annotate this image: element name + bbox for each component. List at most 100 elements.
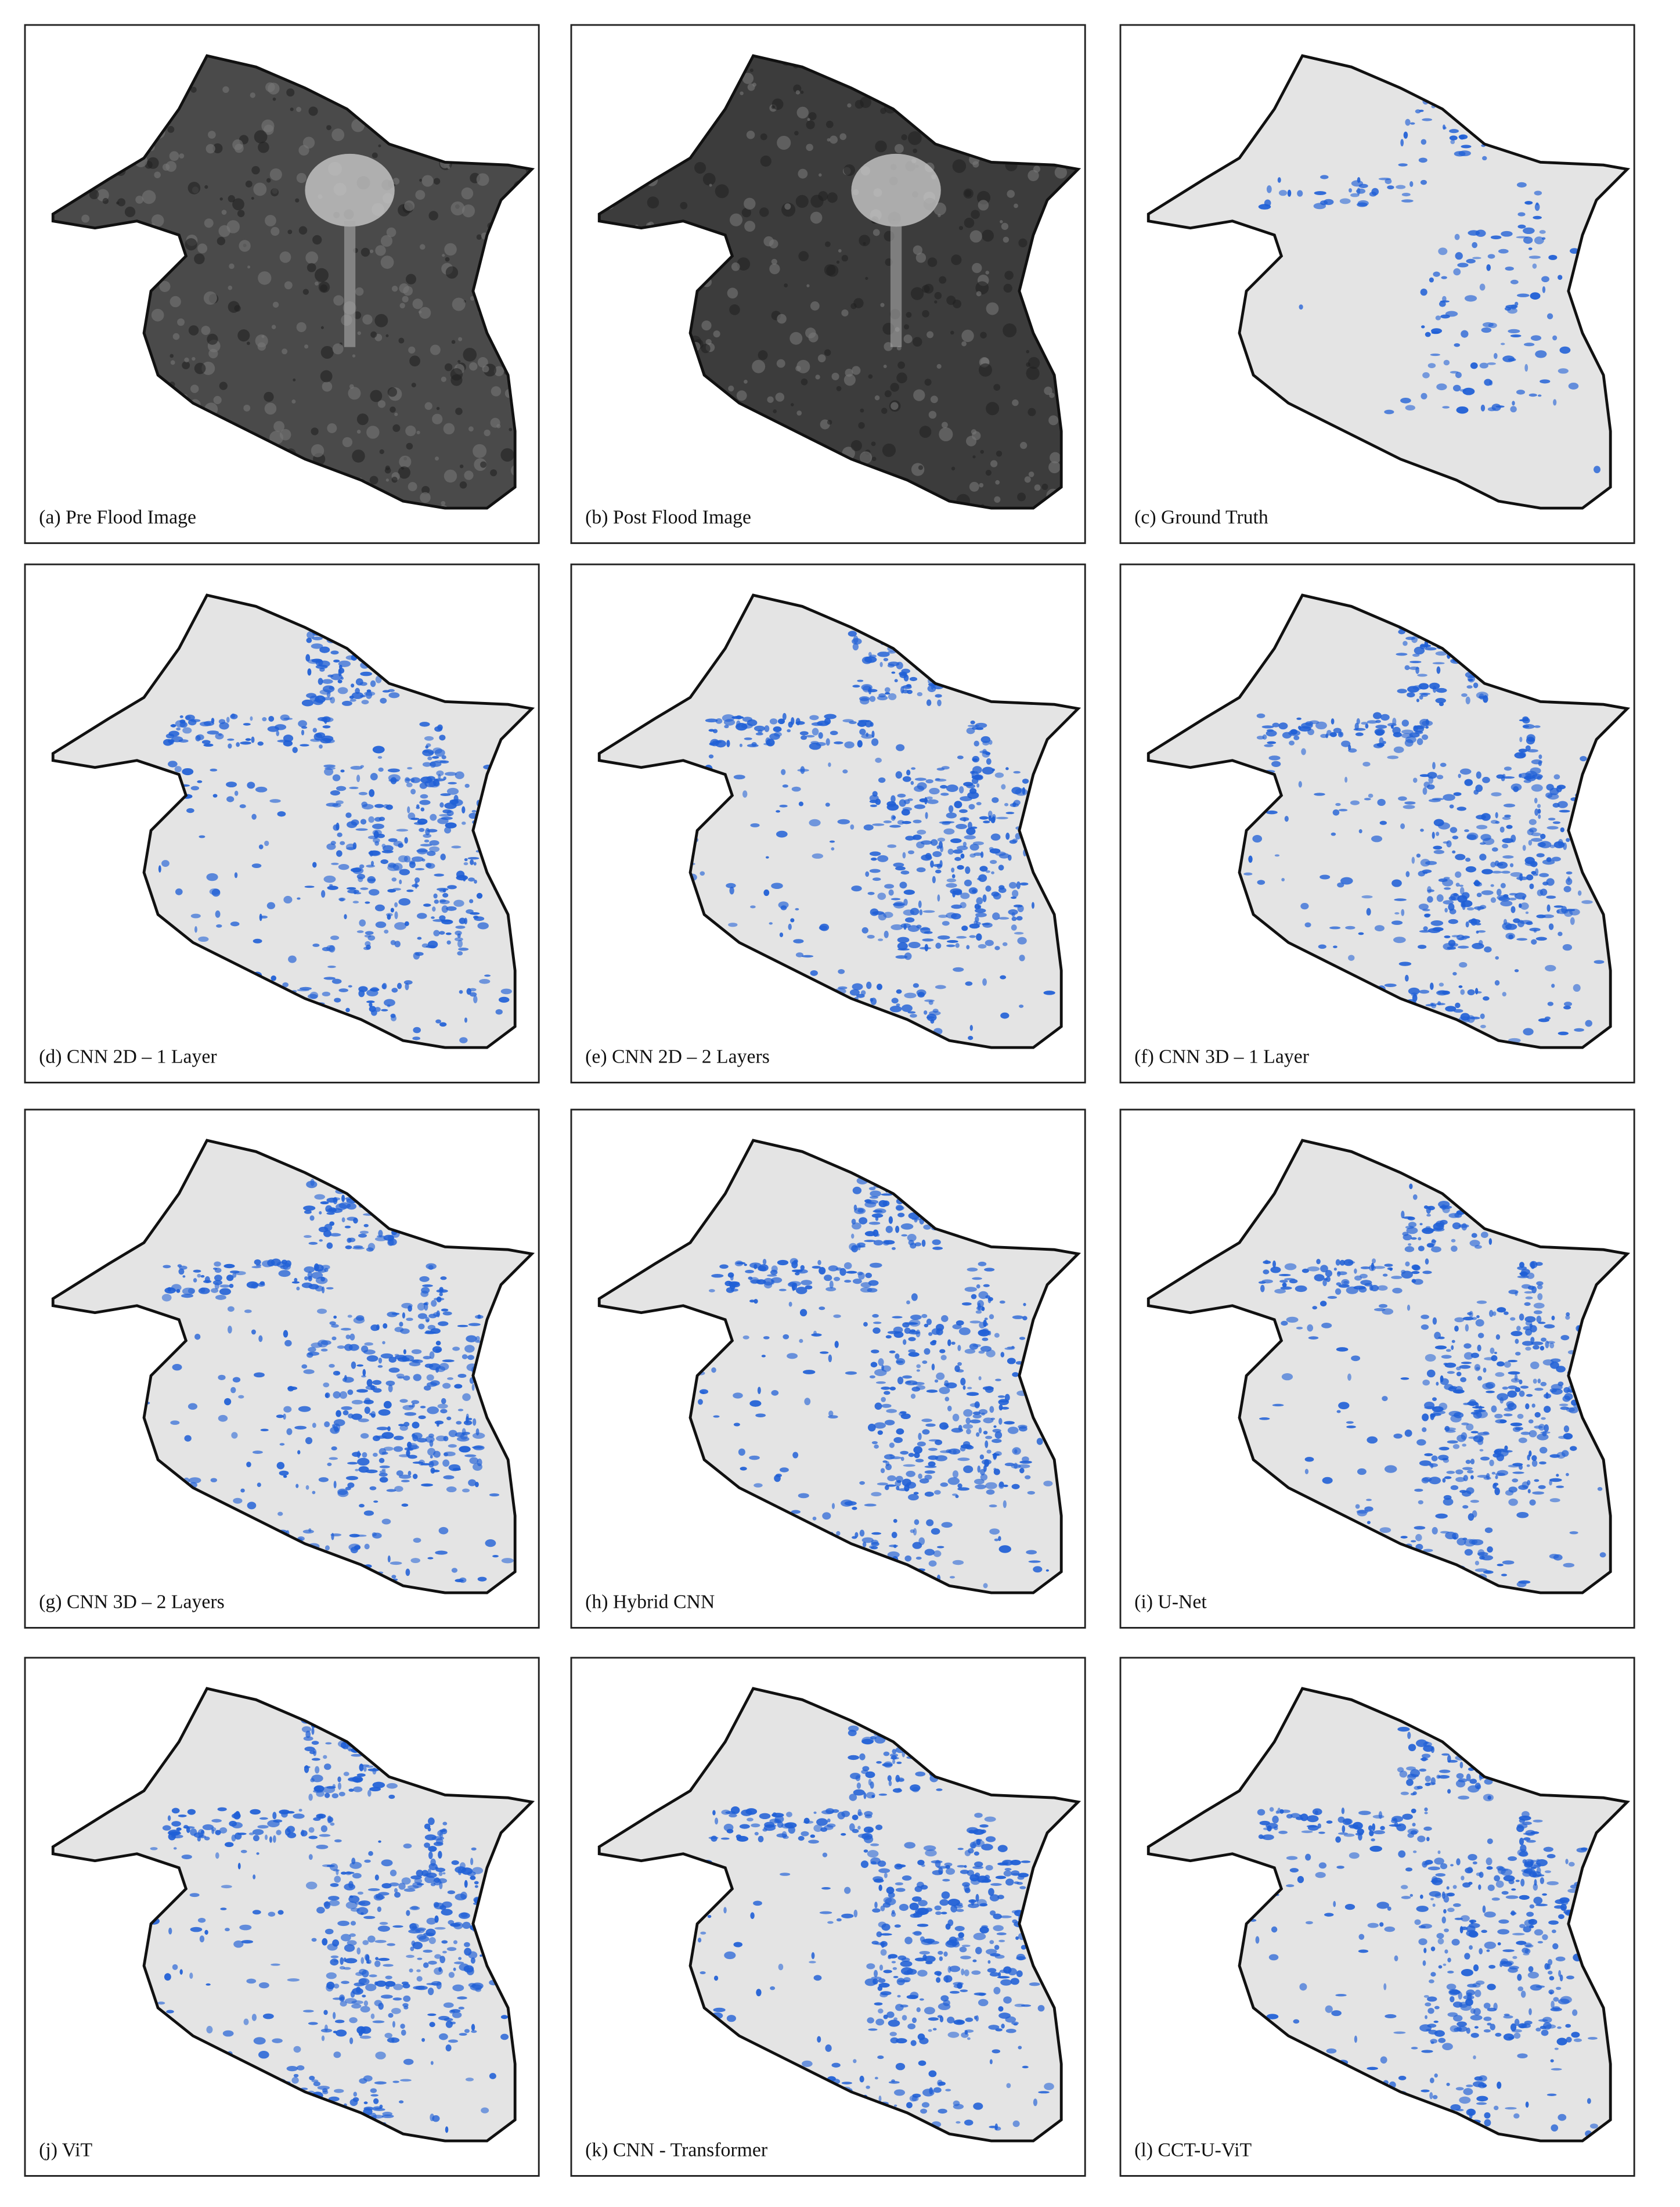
flood-spot [966,945,970,950]
flood-spot [766,739,775,747]
flood-spot [958,786,964,794]
flood-spot [791,717,795,725]
texture [874,395,880,401]
flood-spot [1523,236,1533,244]
flood-spot [864,1240,876,1243]
flood-spot [1373,1266,1386,1269]
flood-spot [442,1359,455,1363]
flood-spot [719,1264,729,1269]
flood-spot [1566,871,1573,875]
flood-spot [947,848,954,855]
texture [868,374,873,379]
flood-spot [447,885,457,890]
flood-spot [358,1418,369,1423]
flood-spot [1530,767,1541,775]
flood-spot [946,912,957,919]
flood-spot [749,1277,759,1284]
flood-spot [464,783,470,788]
flood-spot [809,715,819,721]
flood-spot [1449,908,1457,915]
texture [272,301,279,308]
flood-spot [451,845,462,849]
flood-spot [382,982,387,989]
flood-spot [1022,779,1029,784]
flood-spot [324,1421,330,1428]
flood-spot [1502,1386,1509,1390]
panel: (a) Pre Flood Image [24,24,540,544]
flood-spot [1535,350,1547,358]
texture [824,349,831,356]
texture [958,226,964,231]
flood-spot [1405,118,1411,126]
flood-spot [871,1492,882,1497]
flood-spot [303,1205,316,1211]
flood-spot [1537,842,1546,847]
texture [411,383,416,388]
flood-spot [889,825,901,828]
flood-spot [1545,1340,1549,1349]
flood-spot [1489,380,1493,386]
flood-spot [1260,1284,1265,1292]
flood-spot [254,1372,265,1378]
flood-spot [791,1269,803,1273]
texture [858,422,865,429]
flood-spot [928,1439,940,1442]
flood-spot [342,1377,354,1383]
flood-spot [366,1355,378,1362]
flood-spot [257,1482,261,1487]
flood-spot [828,1265,838,1272]
texture [272,98,276,101]
flood-spot [1422,118,1433,121]
texture [261,335,265,339]
flood-spot [442,892,449,898]
texture [355,287,364,296]
flood-spot [1469,1399,1477,1406]
flood-spot [976,897,983,905]
flood-spot [1428,776,1434,784]
flood-spot [982,748,987,754]
flood-spot [243,723,251,726]
flood-spot [266,902,276,909]
flood-spot [921,1239,926,1247]
flood-spot [904,917,915,923]
flood-spot [1558,368,1569,374]
flood-spot [1490,819,1498,824]
texture [255,334,268,348]
flood-spot [891,924,903,930]
flood-spot [362,1369,366,1377]
flood-spot [1438,247,1448,255]
flood-spot [900,1457,904,1461]
flood-spot [1337,882,1344,888]
flood-spot [1389,1268,1393,1271]
flood-spot [1019,1337,1026,1340]
flood-spot [1470,1475,1474,1479]
texture [1018,238,1028,247]
flood-spot [223,1263,235,1269]
flood-spot [1008,854,1012,861]
flood-spot [852,643,859,651]
flood-spot [1455,1469,1463,1475]
flood-spot [446,1416,452,1420]
flood-spot [355,678,363,686]
flood-spot [426,1374,434,1381]
flood-spot [1011,787,1022,794]
flood-spot [1364,798,1371,801]
flood-spot [897,937,910,944]
flood-spot [881,1364,885,1371]
flood-spot [1472,257,1481,260]
flood-spot [747,744,759,747]
flood-spot [379,1477,388,1483]
flood-spot [323,764,336,768]
flood-spot [1393,1433,1403,1439]
texture [1003,323,1017,337]
flood-spot [1534,1479,1540,1482]
flood-spot [172,1363,182,1371]
flood-spot [215,910,221,918]
flood-spot [708,1289,715,1292]
flood-spot [1444,1362,1457,1368]
flood-spot [914,785,925,792]
flood-spot [989,1528,1000,1535]
flood-spot [305,1485,309,1490]
flood-spot [345,1245,352,1250]
flood-spot [1508,1498,1518,1506]
